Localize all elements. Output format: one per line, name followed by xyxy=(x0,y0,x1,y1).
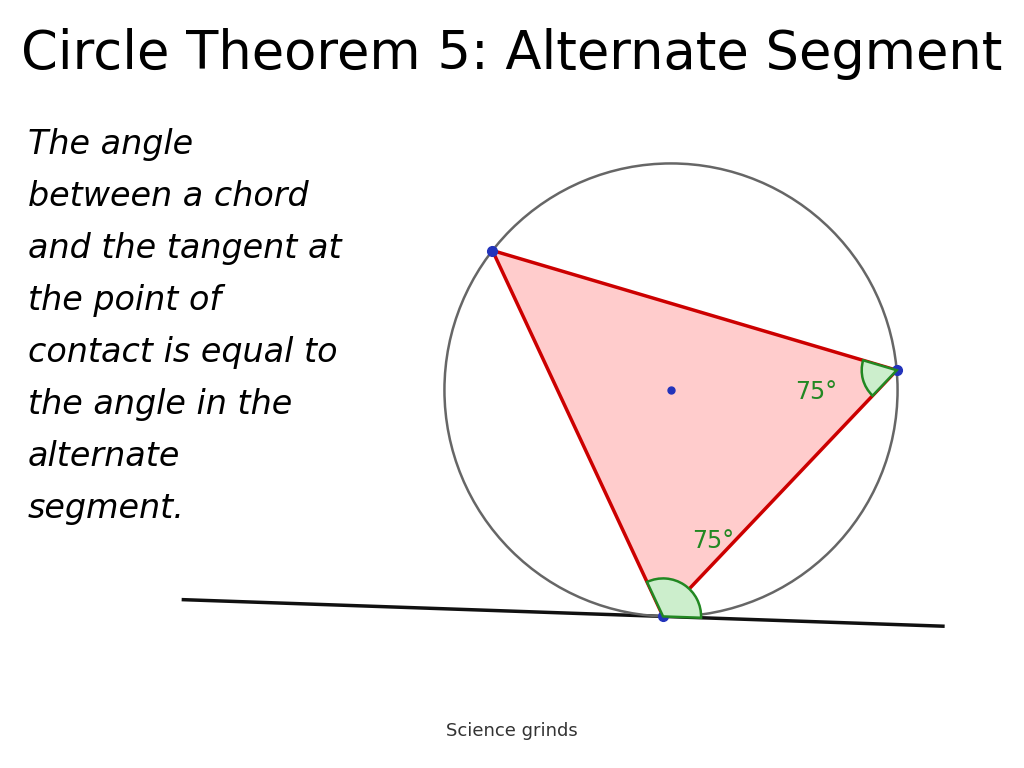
Text: contact is equal to: contact is equal to xyxy=(28,336,338,369)
Text: alternate: alternate xyxy=(28,440,180,473)
Text: and the tangent at: and the tangent at xyxy=(28,232,342,265)
Text: Circle Theorem 5: Alternate Segment: Circle Theorem 5: Alternate Segment xyxy=(22,28,1002,80)
Text: 75°: 75° xyxy=(691,529,734,554)
Text: the point of: the point of xyxy=(28,284,221,317)
Text: the angle in the: the angle in the xyxy=(28,388,292,421)
Polygon shape xyxy=(493,250,897,617)
Wedge shape xyxy=(647,578,701,617)
Text: Science grinds: Science grinds xyxy=(446,722,578,740)
Text: The angle: The angle xyxy=(28,128,194,161)
Text: 75°: 75° xyxy=(796,379,838,404)
Text: between a chord: between a chord xyxy=(28,180,308,213)
Text: segment.: segment. xyxy=(28,492,185,525)
Wedge shape xyxy=(862,360,897,396)
